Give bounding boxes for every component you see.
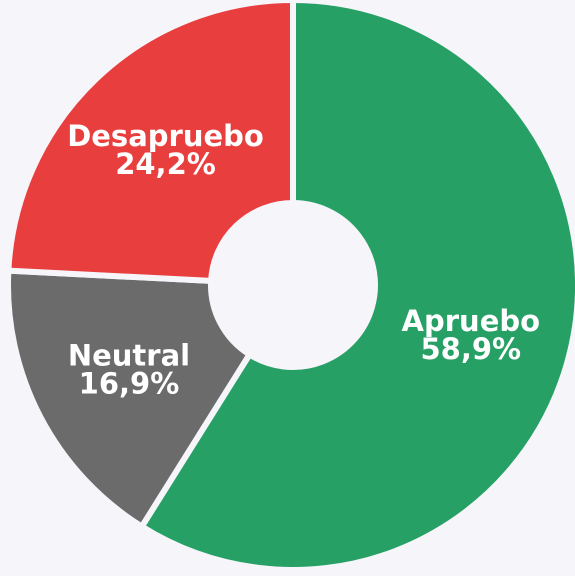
donut-slice xyxy=(5,267,253,530)
donut-slice xyxy=(138,0,575,573)
donut-slice xyxy=(5,0,296,284)
slice-label: Apruebo xyxy=(402,304,541,338)
slice-value: 24,2% xyxy=(115,147,216,181)
slice-value: 16,9% xyxy=(79,367,180,401)
slice-value: 58,9% xyxy=(421,332,522,366)
slice-label: Neutral xyxy=(68,339,190,373)
slice-label: Desapruebo xyxy=(67,119,264,153)
